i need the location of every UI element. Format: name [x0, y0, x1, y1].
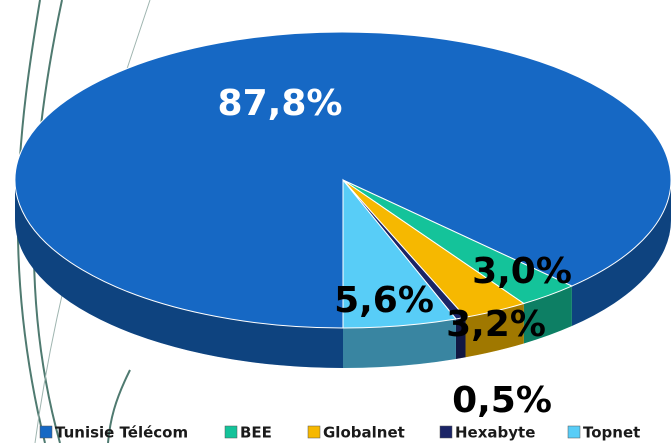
legend-swatch — [307, 425, 321, 439]
legend-swatch — [39, 425, 53, 439]
legend-swatch — [224, 425, 238, 439]
value-label: 3,0% — [472, 251, 572, 292]
pie-sides — [15, 180, 671, 368]
value-label: 0,5% — [452, 380, 552, 421]
slice-side-shade — [571, 180, 671, 327]
slice — [342, 178, 457, 329]
legend-label: Topnet — [583, 424, 640, 442]
value-label: 87,8% — [218, 83, 343, 124]
value-labels: 87,8% 3,0% 3,2% 0,5% 5,6% — [218, 83, 572, 421]
value-label: 5,6% — [334, 280, 434, 321]
legend-label: Globalnet — [323, 424, 405, 442]
slice-side-shade — [523, 286, 572, 344]
slice-side-shade — [455, 317, 466, 359]
legend-label: Tunisie Télécom — [55, 424, 188, 442]
pie-tops — [14, 31, 671, 329]
slice-side-shade — [343, 318, 456, 368]
value-label: 3,2% — [446, 304, 546, 345]
legend-label: Hexabyte — [455, 424, 535, 442]
legend: Tunisie Télécom BEE Globalnet Hexabyte Topne… — [39, 424, 640, 442]
slice-side — [455, 317, 466, 359]
slice-side-shade — [465, 303, 524, 358]
legend-label: BEE — [240, 424, 272, 442]
deco-line — [107, 369, 131, 443]
slice-side — [571, 180, 671, 327]
slice-side — [343, 318, 456, 368]
slice-side — [523, 286, 572, 344]
slice-side — [15, 180, 343, 368]
legend-swatch — [439, 425, 453, 439]
slice-side — [465, 303, 524, 358]
legend-swatch — [567, 425, 581, 439]
slice-side-shade — [15, 180, 343, 368]
